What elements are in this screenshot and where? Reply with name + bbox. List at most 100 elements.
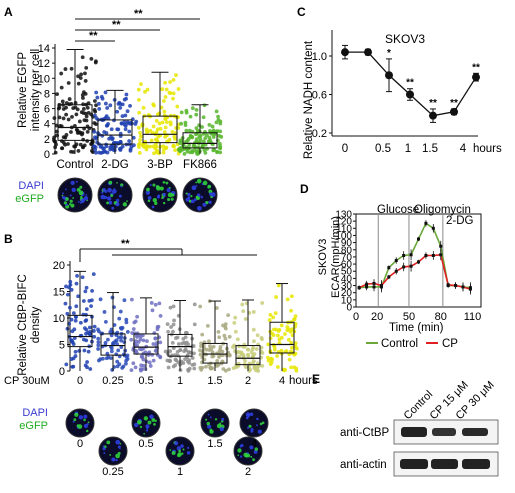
box-iqr bbox=[167, 333, 193, 357]
y-tick-label: 30 bbox=[341, 281, 353, 292]
data-point bbox=[200, 332, 205, 337]
data-point bbox=[91, 272, 96, 276]
data-point bbox=[277, 337, 282, 342]
data-point bbox=[198, 348, 202, 353]
data-point bbox=[134, 119, 139, 124]
data-point bbox=[246, 347, 251, 352]
data-point bbox=[210, 124, 215, 129]
data-point bbox=[190, 356, 195, 360]
data-point bbox=[294, 366, 299, 371]
data-point bbox=[290, 333, 295, 338]
data-point bbox=[181, 336, 186, 341]
data-point bbox=[287, 327, 292, 332]
data-point bbox=[103, 320, 108, 324]
data-point bbox=[168, 305, 173, 310]
data-point bbox=[163, 134, 168, 139]
data-point bbox=[59, 71, 64, 76]
data-point bbox=[156, 134, 161, 139]
band-actin-cp30 bbox=[462, 459, 490, 469]
cell-dot bbox=[162, 192, 166, 197]
cell-dot bbox=[70, 180, 75, 186]
cell-dot bbox=[185, 192, 188, 195]
cell-dot bbox=[103, 452, 106, 455]
cell-dot bbox=[70, 203, 75, 208]
data-point bbox=[120, 144, 125, 149]
legend-control-label: Control bbox=[381, 338, 418, 350]
data-point bbox=[104, 356, 109, 361]
data-point bbox=[86, 330, 90, 335]
cell-dot bbox=[143, 432, 146, 435]
data-point bbox=[205, 133, 209, 138]
data-point bbox=[140, 333, 145, 338]
panel-a-dapi-label: DAPI bbox=[18, 180, 44, 192]
panel-c-ylabel: Relative NADH content bbox=[303, 40, 315, 159]
data-point bbox=[190, 106, 195, 111]
x-tick-label: 110 bbox=[464, 311, 482, 323]
micrograph-disc bbox=[65, 408, 95, 438]
data-point bbox=[60, 99, 65, 104]
data-point bbox=[170, 340, 175, 345]
data-point bbox=[163, 116, 168, 121]
data-point bbox=[192, 351, 196, 356]
panel-b-axis: 0 5 10 15 20 bbox=[53, 260, 71, 378]
panel-a-axis: 0 2 4 6 8 10 12 14 bbox=[38, 43, 56, 161]
data-point bbox=[287, 357, 292, 362]
cell-dot bbox=[139, 425, 143, 429]
data-point bbox=[64, 101, 69, 105]
data-point bbox=[137, 150, 142, 155]
panel-b-ylabel-line1: Relative CtBP-BIFC bbox=[17, 274, 29, 376]
data-point bbox=[468, 287, 472, 291]
cell-dot bbox=[167, 192, 173, 198]
data-point bbox=[204, 364, 208, 369]
panel-a-letter: A bbox=[4, 5, 13, 19]
cell-dot bbox=[149, 414, 154, 419]
micrograph-disc bbox=[233, 436, 263, 466]
cell-dot bbox=[115, 198, 120, 203]
cell-dot bbox=[79, 185, 83, 189]
data-point bbox=[61, 135, 66, 140]
panel-a-ylabel: Relative EGFP intensity per cell bbox=[17, 49, 42, 131]
data-point bbox=[172, 318, 176, 323]
data-point bbox=[92, 324, 97, 329]
data-point bbox=[243, 317, 248, 321]
data-point bbox=[424, 253, 428, 257]
data-point bbox=[141, 142, 145, 147]
panel-d-annot-2dg: 2-DG bbox=[446, 215, 474, 227]
data-point bbox=[102, 310, 107, 314]
cell-dot bbox=[72, 420, 75, 423]
data-point bbox=[83, 289, 88, 294]
data-point bbox=[60, 146, 65, 151]
cell-dot bbox=[252, 458, 256, 462]
data-point bbox=[275, 365, 280, 369]
data-point bbox=[184, 139, 188, 144]
data-point bbox=[71, 311, 76, 316]
cell-dot bbox=[261, 421, 265, 425]
x-tick-label: 0.5 bbox=[375, 143, 391, 155]
data-point bbox=[84, 307, 89, 312]
data-point bbox=[78, 320, 83, 325]
data-point bbox=[289, 308, 294, 313]
data-point bbox=[293, 344, 298, 349]
data-point bbox=[118, 140, 123, 145]
cell-dot bbox=[109, 454, 112, 456]
data-point bbox=[402, 253, 406, 257]
data-point bbox=[89, 304, 93, 309]
data-point bbox=[90, 288, 94, 293]
cell-dot bbox=[113, 188, 115, 190]
data-point bbox=[153, 348, 158, 353]
data-point bbox=[218, 345, 223, 349]
panel-b-dapi-label: DAPI bbox=[22, 407, 48, 419]
data-point bbox=[161, 99, 166, 103]
panel-a-micrographs bbox=[57, 177, 218, 213]
data-point bbox=[158, 354, 163, 359]
data-point bbox=[98, 144, 103, 149]
panel-c-axis: 0.2 0.6 1.0 0 0.5 1 1.5 4 bbox=[312, 30, 478, 155]
cell-dot bbox=[107, 187, 112, 193]
y-tick-label: 10 bbox=[341, 295, 353, 306]
y-tick-label: 0 bbox=[59, 366, 65, 378]
data-point bbox=[68, 305, 72, 310]
data-point bbox=[82, 348, 87, 353]
data-point bbox=[188, 150, 193, 155]
cell-dot bbox=[65, 197, 69, 201]
data-point bbox=[85, 360, 89, 364]
